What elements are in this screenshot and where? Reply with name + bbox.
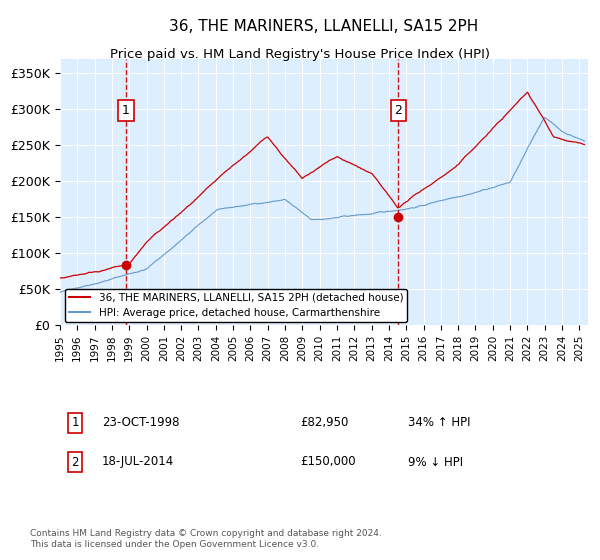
Text: 2: 2 <box>394 104 402 117</box>
Text: 34% ↑ HPI: 34% ↑ HPI <box>408 416 470 430</box>
Title: 36, THE MARINERS, LLANELLI, SA15 2PH: 36, THE MARINERS, LLANELLI, SA15 2PH <box>169 19 479 34</box>
Text: Contains HM Land Registry data © Crown copyright and database right 2024.
This d: Contains HM Land Registry data © Crown c… <box>30 529 382 549</box>
Text: 9% ↓ HPI: 9% ↓ HPI <box>408 455 463 469</box>
Text: 2: 2 <box>71 455 79 469</box>
Legend: 36, THE MARINERS, LLANELLI, SA15 2PH (detached house), HPI: Average price, detac: 36, THE MARINERS, LLANELLI, SA15 2PH (de… <box>65 289 407 322</box>
Text: 1: 1 <box>122 104 130 117</box>
Text: Price paid vs. HM Land Registry's House Price Index (HPI): Price paid vs. HM Land Registry's House … <box>110 48 490 60</box>
Text: £82,950: £82,950 <box>300 416 349 430</box>
Text: 1: 1 <box>71 416 79 430</box>
Text: 23-OCT-1998: 23-OCT-1998 <box>102 416 179 430</box>
Text: 18-JUL-2014: 18-JUL-2014 <box>102 455 174 469</box>
Text: £150,000: £150,000 <box>300 455 356 469</box>
